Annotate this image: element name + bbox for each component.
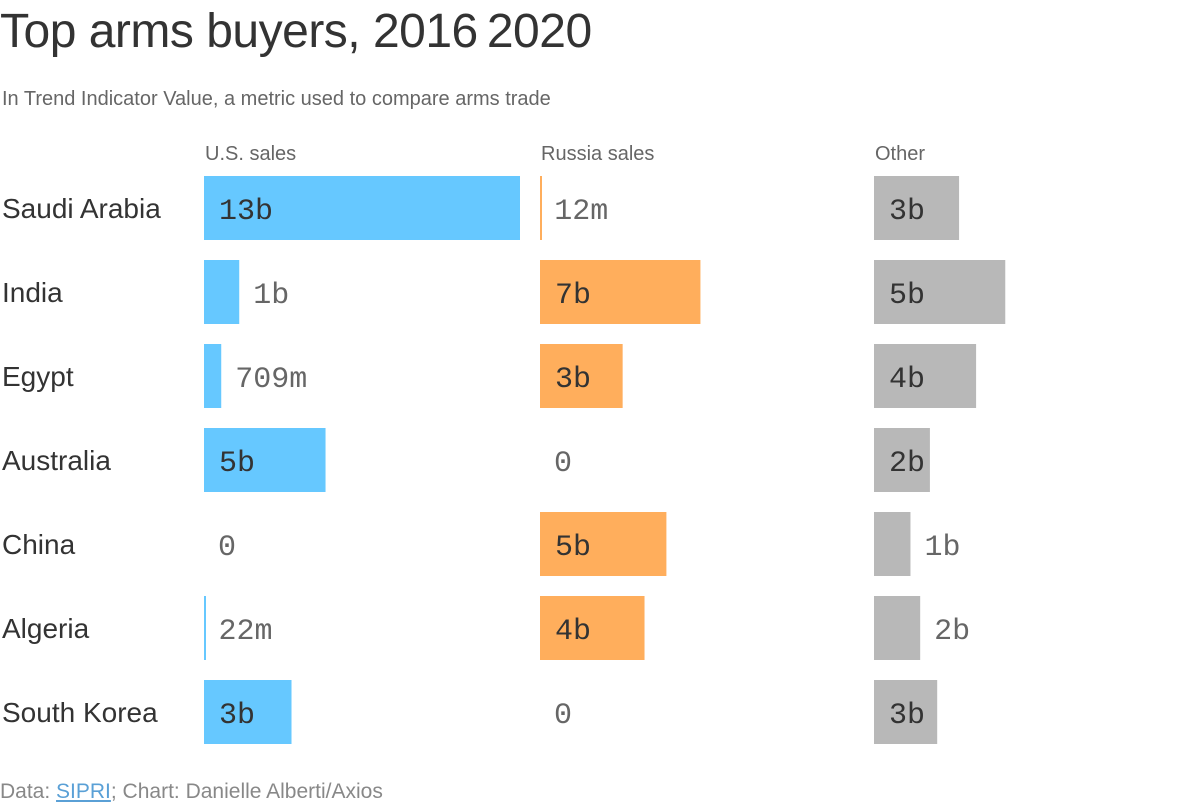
value-label-other-egypt: 4b — [889, 363, 925, 397]
value-label-russia-south-korea: 0 — [554, 699, 572, 733]
value-label-us-saudi-arabia: 13b — [219, 195, 273, 229]
value-label-us-china: 0 — [218, 531, 236, 565]
bar-russia-algeria — [540, 596, 645, 660]
bar-other-china — [874, 512, 911, 576]
value-label-russia-algeria: 4b — [555, 615, 591, 649]
row-label-south-korea: South Korea — [2, 697, 158, 728]
footer-data-prefix: Data: — [0, 780, 57, 803]
bar-us-egypt — [204, 344, 222, 408]
row-label-egypt: Egypt — [2, 361, 74, 392]
column-header-russia: Russia sales — [541, 143, 654, 165]
bar-us-india — [204, 260, 240, 324]
bar-us-south-korea — [204, 680, 292, 744]
value-label-us-india: 1b — [253, 279, 289, 313]
bar-russia-egypt — [540, 344, 623, 408]
bar-us-saudi-arabia — [204, 176, 520, 240]
bar-russia-saudi-arabia — [540, 176, 542, 240]
column-header-other: Other — [875, 143, 925, 165]
value-label-us-australia: 5b — [219, 447, 255, 481]
row-label-australia: Australia — [2, 445, 111, 476]
value-label-other-algeria: 2b — [934, 615, 970, 649]
row-label-algeria: Algeria — [2, 613, 90, 644]
value-label-other-south-korea: 3b — [889, 699, 925, 733]
bar-other-saudi-arabia — [874, 176, 960, 240]
bar-other-algeria — [874, 596, 921, 660]
value-label-us-algeria: 22m — [219, 615, 273, 649]
value-label-other-china: 1b — [924, 531, 960, 565]
bar-russia-india — [540, 260, 701, 324]
bar-us-australia — [204, 428, 326, 492]
source-link[interactable]: SIPRI — [56, 780, 111, 803]
row-label-china: China — [2, 529, 76, 560]
chart-title: Top arms buyers, 2016 2020 — [0, 5, 592, 58]
value-label-russia-saudi-arabia: 12m — [554, 195, 608, 229]
bar-russia-china — [540, 512, 667, 576]
value-label-us-egypt: 709m — [235, 363, 307, 397]
bar-us-algeria — [204, 596, 206, 660]
footer-credit: ; Chart: Danielle Alberti/Axios — [110, 780, 383, 803]
value-label-russia-china: 5b — [555, 531, 591, 565]
chart-footer: Data: SIPRI; Chart: Danielle Alberti/Axi… — [0, 780, 383, 804]
bar-other-australia — [874, 428, 930, 492]
value-label-other-australia: 2b — [889, 447, 925, 481]
value-label-other-india: 5b — [889, 279, 925, 313]
value-label-us-south-korea: 3b — [219, 699, 255, 733]
value-label-other-saudi-arabia: 3b — [889, 195, 925, 229]
row-label-india: India — [2, 277, 63, 308]
bar-other-egypt — [874, 344, 977, 408]
value-label-russia-egypt: 3b — [555, 363, 591, 397]
chart-subtitle: In Trend Indicator Value, a metric used … — [2, 88, 551, 110]
value-label-russia-india: 7b — [555, 279, 591, 313]
bar-other-south-korea — [874, 680, 938, 744]
column-header-us: U.S. sales — [205, 143, 296, 165]
value-label-russia-australia: 0 — [554, 447, 572, 481]
row-label-saudi-arabia: Saudi Arabia — [2, 193, 161, 224]
bar-other-india — [874, 260, 1006, 324]
small-multiples-bar-chart: U.S. sales Russia sales Other Saudi Arabia I… — [2, 143, 1006, 744]
